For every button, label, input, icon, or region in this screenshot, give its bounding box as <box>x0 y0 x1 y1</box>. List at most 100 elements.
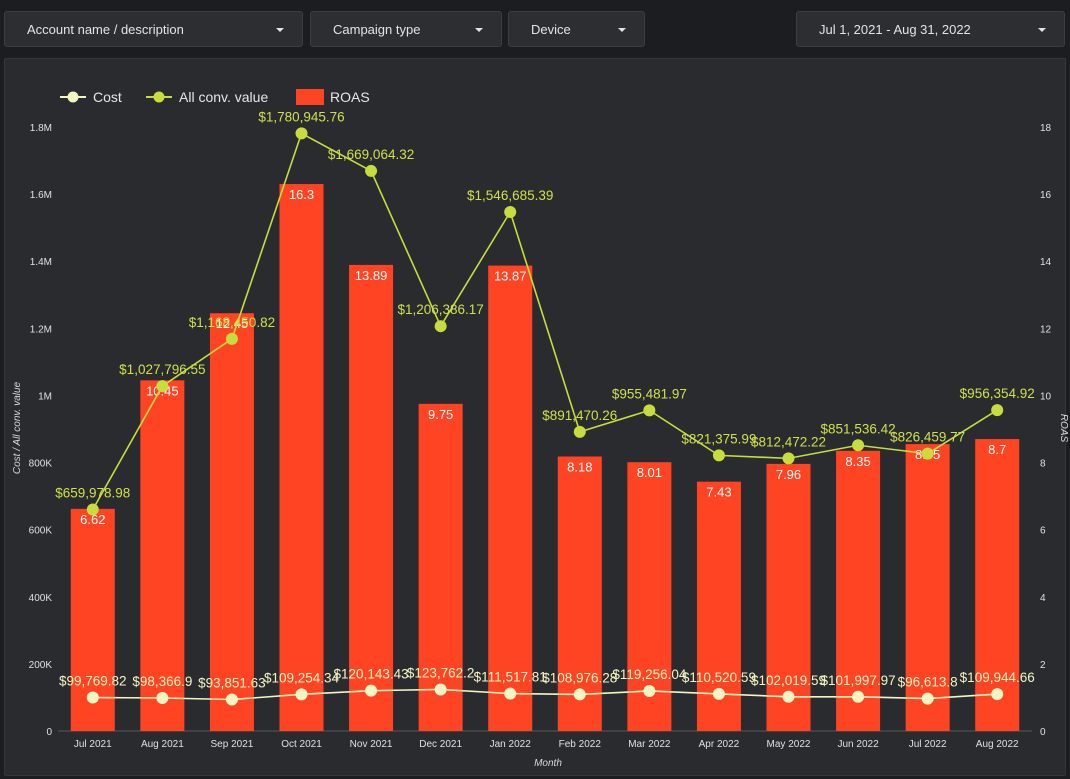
y-right-tick-label: 2 <box>1040 660 1046 671</box>
x-tick-label: May 2022 <box>767 739 811 750</box>
y-right-tick-label: 18 <box>1040 123 1052 134</box>
x-tick-label: Jul 2022 <box>909 739 947 750</box>
cost-point <box>86 691 99 704</box>
conv-value-data-label: $891,470.26 <box>542 408 617 423</box>
cost-data-label: $109,944.66 <box>960 670 1035 685</box>
roas-bar <box>279 184 324 732</box>
roas-data-label: 7.43 <box>706 485 731 500</box>
conv-value-point <box>712 449 725 462</box>
y-left-tick-label: 1M <box>38 391 52 402</box>
roas-data-label: 8.18 <box>567 460 592 475</box>
roas-bar <box>836 450 881 731</box>
cost-data-label: $102,019.59 <box>751 673 826 688</box>
conv-value-data-label: $1,206,386.17 <box>397 302 483 317</box>
conv-value-point <box>225 332 238 345</box>
conv-value-data-label: $1,027,796.55 <box>119 362 205 377</box>
x-tick-label: Apr 2022 <box>699 739 740 750</box>
y-right-tick-label: 16 <box>1040 190 1052 201</box>
legend-roas-label: ROAS <box>330 89 370 105</box>
conv-value-data-label: $1,669,064.32 <box>328 147 414 162</box>
conv-value-point <box>991 404 1004 417</box>
roas-data-label: 12.45 <box>216 316 249 331</box>
roas-bar <box>975 439 1020 731</box>
legend-cost-label: Cost <box>93 89 122 105</box>
cost-point <box>434 683 447 696</box>
roas-data-label: 13.87 <box>494 269 527 284</box>
roas-bar <box>209 313 254 731</box>
y-right-tick-label: 0 <box>1040 727 1046 738</box>
cost-point <box>365 684 378 697</box>
y-right-tick-label: 6 <box>1040 526 1046 537</box>
conv-value-point <box>852 439 865 452</box>
date-range-filter[interactable]: Jul 1, 2021 - Aug 31, 2022 <box>796 11 1065 47</box>
roas-data-label: 8.01 <box>637 465 662 480</box>
conv-value-point <box>573 425 586 438</box>
conv-value-data-label: $955,481.97 <box>612 386 687 401</box>
conv-value-data-label: $826,459.77 <box>890 430 965 445</box>
cost-data-label: $101,997.97 <box>821 673 896 688</box>
conv-value-point <box>86 503 99 516</box>
legend-cost-marker <box>67 91 79 103</box>
conv-value-data-label: $812,472.22 <box>751 434 826 449</box>
roas-data-label: 13.89 <box>355 268 388 283</box>
cost-data-label: $109,254.34 <box>264 670 340 685</box>
cost-point <box>504 687 517 700</box>
y-left-tick-label: 1.4M <box>30 257 52 268</box>
roas-data-label: 8.7 <box>988 442 1006 457</box>
cost-point <box>712 687 725 700</box>
roas-data-label: 6.62 <box>80 512 105 527</box>
cost-data-label: $111,517.81 <box>474 670 547 685</box>
x-tick-label: Mar 2022 <box>628 739 671 750</box>
device-filter[interactable]: Device <box>508 11 645 47</box>
conv-value-point <box>921 447 934 460</box>
chevron-down-icon <box>618 28 626 32</box>
chevron-down-icon <box>1038 28 1046 32</box>
x-tick-label: Jan 2022 <box>490 739 532 750</box>
cost-data-label: $96,613.8 <box>898 675 958 690</box>
campaign-type-filter-label: Campaign type <box>333 21 421 37</box>
conv-value-point <box>782 452 795 465</box>
x-tick-label: Aug 2021 <box>141 739 184 750</box>
x-tick-label: Aug 2022 <box>976 739 1019 750</box>
cost-data-label: $123,762.2 <box>407 665 475 680</box>
conv-value-data-label: $851,536.42 <box>821 421 896 436</box>
y-right-tick-label: 4 <box>1040 593 1046 604</box>
conv-value-point <box>295 127 308 140</box>
x-tick-label: Nov 2021 <box>350 739 393 750</box>
legend-roas-swatch <box>296 89 324 105</box>
campaign-type-filter[interactable]: Campaign type <box>310 11 502 47</box>
x-tick-label: Oct 2021 <box>281 739 322 750</box>
conv-value-point <box>504 206 517 219</box>
x-tick-label: Dec 2021 <box>419 739 462 750</box>
cost-point <box>156 691 169 704</box>
conv-value-data-label: $956,354.92 <box>960 386 1035 401</box>
y-left-tick-label: 400K <box>29 593 53 604</box>
account-filter-label: Account name / description <box>27 21 184 37</box>
legend-conv-marker <box>153 91 165 103</box>
cost-point <box>991 688 1004 701</box>
cost-point <box>225 693 238 706</box>
y-left-tick-label: 0 <box>46 727 52 738</box>
x-tick-label: Feb 2022 <box>559 739 602 750</box>
cost-line <box>92 688 998 701</box>
y-left-tick-label: 1.8M <box>30 123 52 134</box>
y-right-tick-label: 10 <box>1040 391 1052 402</box>
x-axis-title: Month <box>534 758 562 769</box>
x-tick-label: Sep 2021 <box>211 739 254 750</box>
roas-bar <box>418 403 463 731</box>
conv-value-data-label: $1,780,945.76 <box>258 109 344 124</box>
y-left-tick-label: 600K <box>29 526 53 537</box>
conv-value-data-label: $821,375.99 <box>681 431 756 446</box>
conv-value-data-label: $1,546,685.39 <box>467 188 553 203</box>
cost-point <box>573 688 586 701</box>
account-filter[interactable]: Account name / description <box>4 11 303 47</box>
roas-bar <box>488 265 533 731</box>
y-left-tick-label: 800K <box>29 459 53 470</box>
roas-bar <box>766 463 811 731</box>
x-tick-label: Jul 2021 <box>74 739 112 750</box>
conv-value-point <box>156 380 169 393</box>
roas-data-label: 8.35 <box>845 454 870 469</box>
x-tick-label: Jun 2022 <box>837 739 879 750</box>
roas-data-label: 16.3 <box>289 187 314 202</box>
